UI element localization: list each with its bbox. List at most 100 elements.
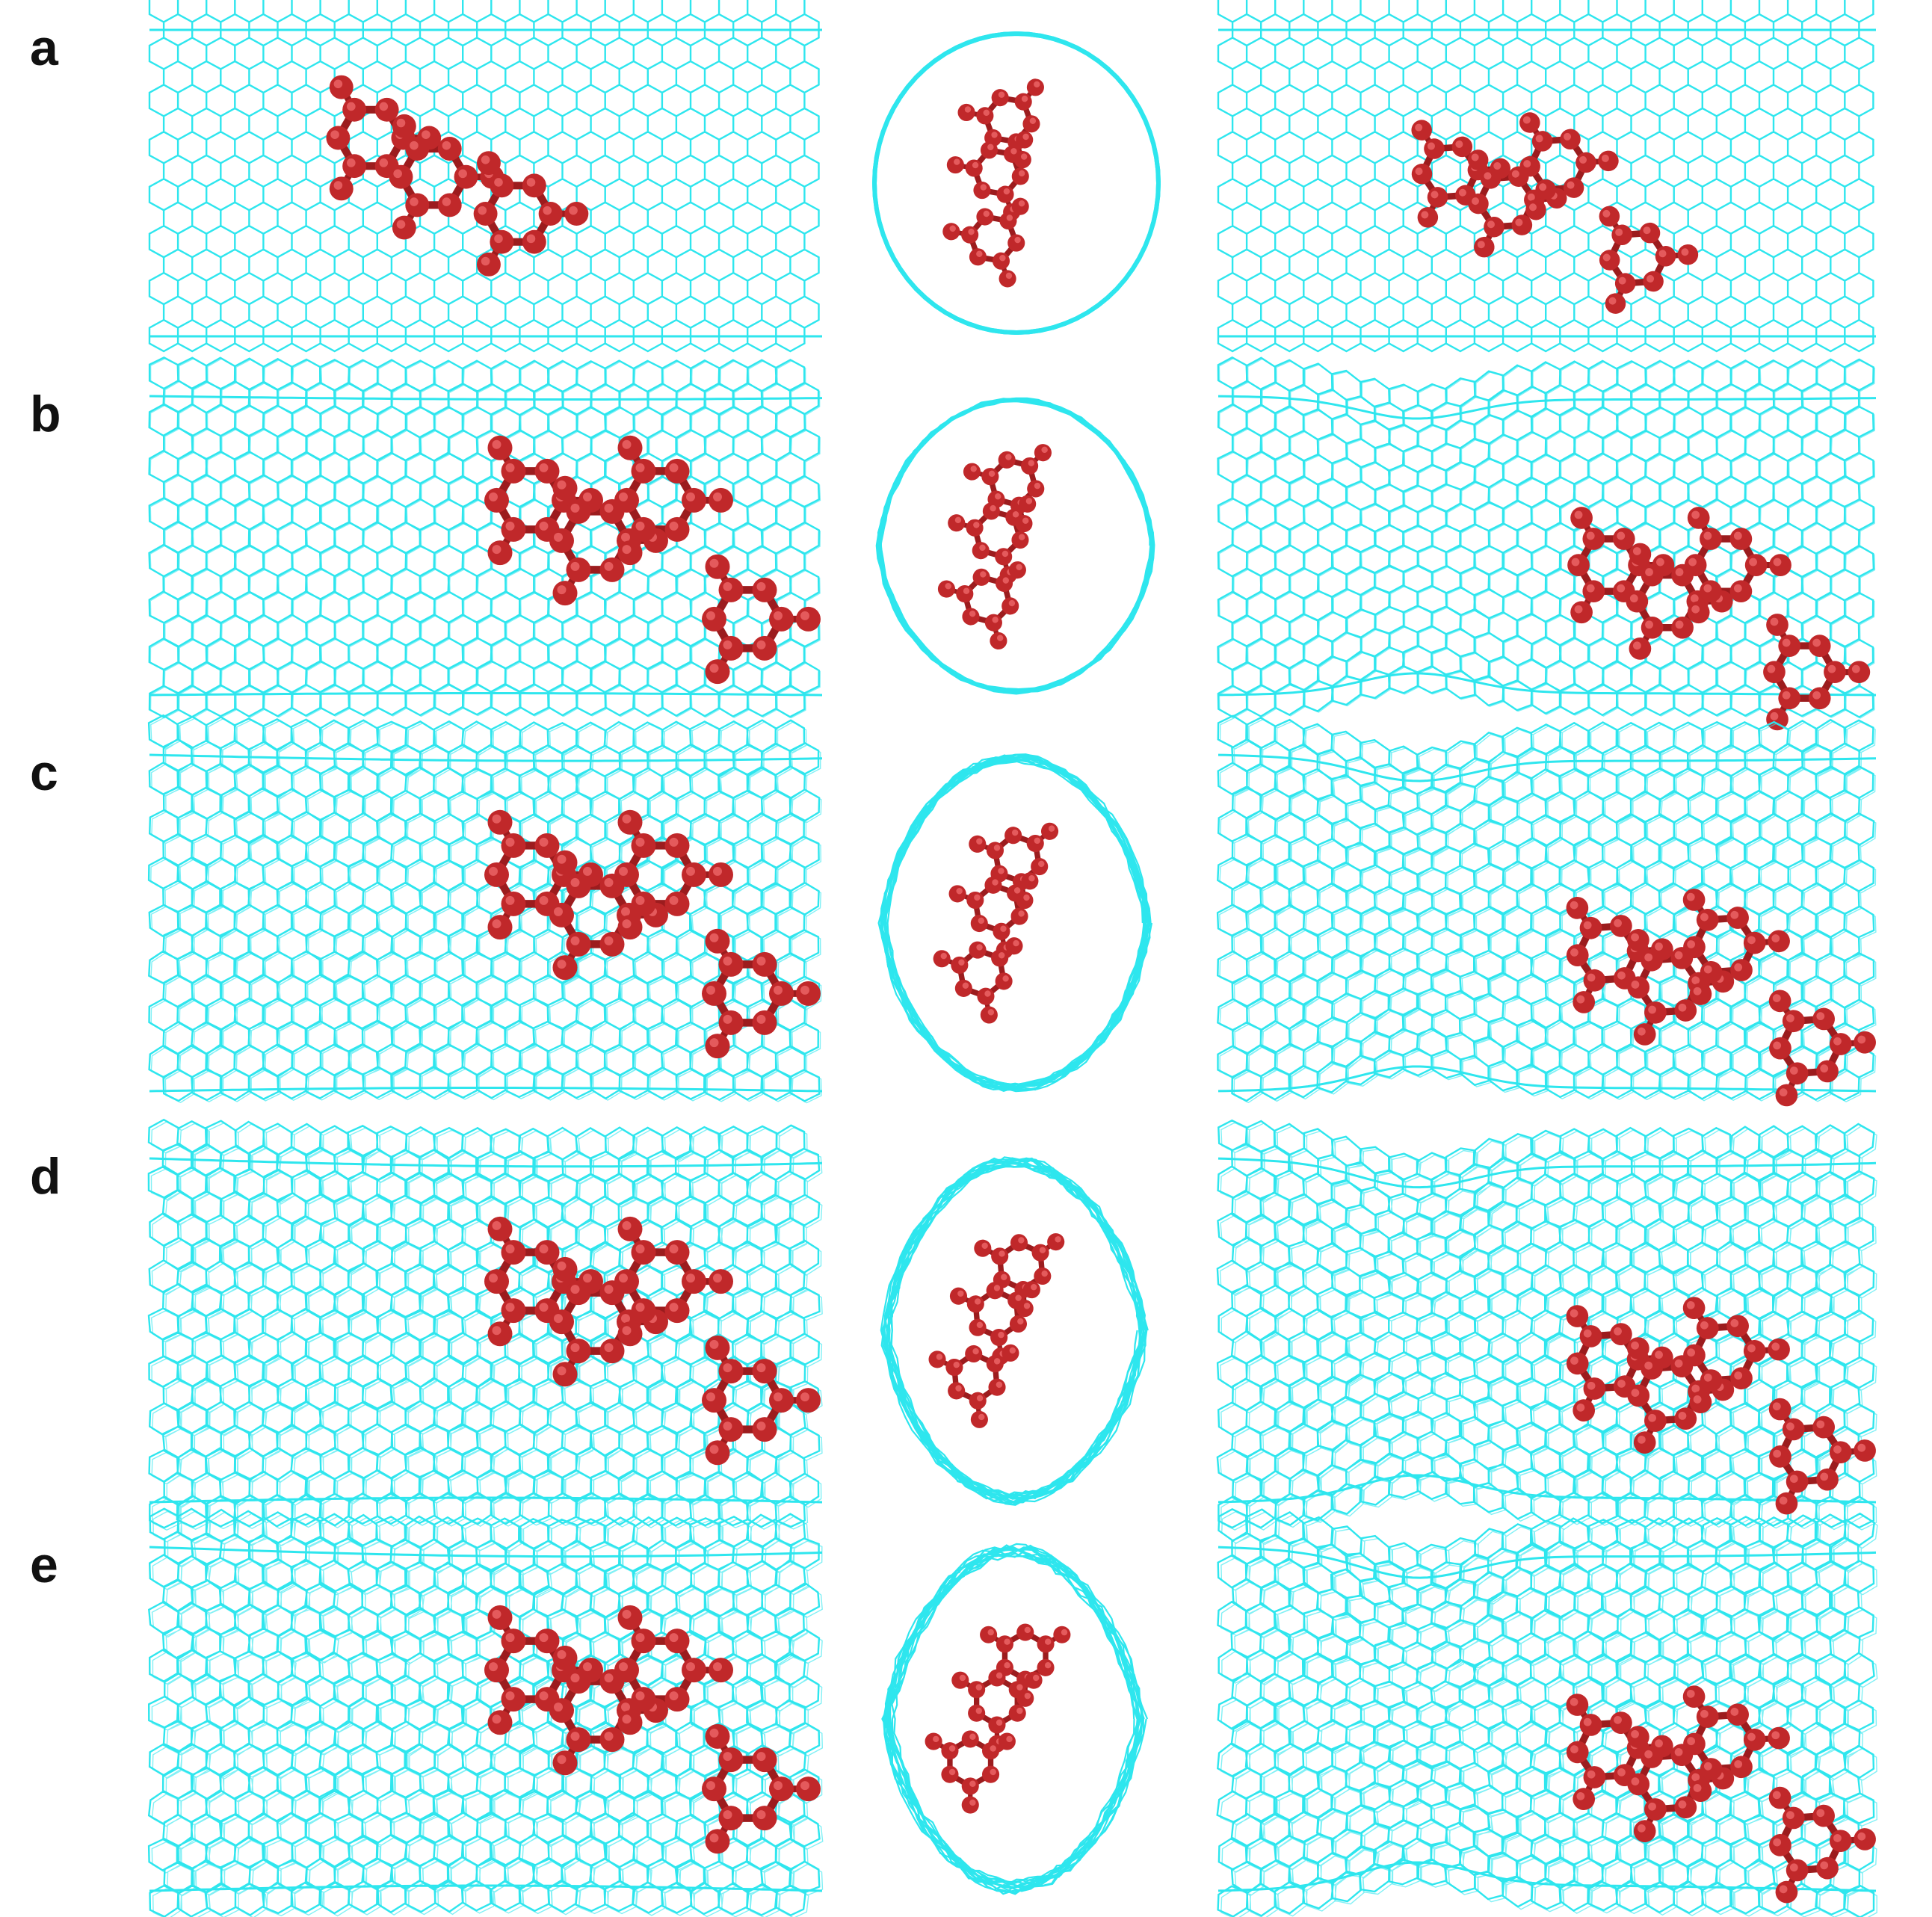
atom-highlight <box>505 1244 515 1254</box>
atom-highlight <box>1833 1445 1842 1454</box>
atom <box>487 1605 513 1630</box>
atom <box>664 458 690 484</box>
atom <box>477 151 501 176</box>
atom <box>769 606 794 632</box>
atom-highlight <box>1747 936 1756 945</box>
tube-top-edge <box>1217 395 1877 420</box>
atom <box>1016 1623 1034 1641</box>
atom-highlight <box>1691 1384 1700 1393</box>
atom-highlight <box>1048 825 1055 832</box>
atom-highlight <box>972 161 979 169</box>
atom <box>941 1765 959 1783</box>
atom-highlight <box>987 1629 994 1636</box>
atom-highlight <box>635 463 645 472</box>
side-tube <box>147 1507 824 1917</box>
atom <box>980 1626 998 1643</box>
atom <box>752 635 777 661</box>
atom <box>1011 197 1029 215</box>
atom <box>1824 661 1846 684</box>
atom-highlight <box>987 1009 994 1016</box>
atom-highlight <box>993 1285 1001 1291</box>
atom-highlight <box>1515 218 1523 226</box>
atom-highlight <box>1782 638 1791 647</box>
panel-label: e <box>30 1537 58 1593</box>
top-view-svg <box>1217 356 1877 731</box>
side-view-svg <box>147 714 823 1104</box>
atom-highlight <box>969 1733 976 1740</box>
atom-highlight <box>1029 117 1037 124</box>
atom-highlight <box>1675 620 1684 629</box>
atom-highlight <box>621 532 630 542</box>
atom-highlight <box>1583 921 1592 930</box>
molecule-cross <box>942 78 1044 288</box>
atom-highlight <box>1018 200 1025 207</box>
atom <box>392 215 416 240</box>
atom-highlight <box>1643 226 1651 235</box>
atom-highlight <box>621 1314 630 1324</box>
atom <box>487 1321 513 1347</box>
atom-highlight <box>774 1392 783 1402</box>
atom <box>490 173 514 198</box>
atom-highlight <box>1016 1707 1023 1714</box>
atom-highlight <box>1018 170 1025 177</box>
atom <box>1775 1492 1798 1515</box>
atom-highlight <box>1648 1005 1656 1014</box>
atom <box>946 156 964 174</box>
atom <box>437 137 462 161</box>
atom <box>705 928 730 954</box>
atom-highlight <box>1004 454 1012 460</box>
atom-highlight <box>669 1633 679 1643</box>
atom <box>702 606 726 632</box>
atom <box>796 1776 821 1802</box>
atom-highlight <box>1044 1662 1052 1669</box>
atom <box>549 1698 574 1723</box>
atom-highlight <box>756 581 766 591</box>
atom-highlight <box>604 877 614 887</box>
atom <box>454 164 478 189</box>
atom <box>1626 590 1649 613</box>
atom-highlight <box>1617 584 1626 593</box>
atom-highlight <box>756 1752 766 1762</box>
atom-highlight <box>489 866 498 876</box>
atom <box>631 516 656 542</box>
atom-highlight <box>1691 510 1700 519</box>
atom <box>599 1727 625 1753</box>
atom-highlight <box>1578 155 1587 164</box>
tube-top-edge <box>149 395 823 401</box>
atom-highlight <box>635 1244 645 1254</box>
atom <box>992 252 1010 270</box>
atom-highlight <box>1484 172 1492 180</box>
atom-highlight <box>709 1445 719 1454</box>
atom-highlight <box>996 1381 1003 1388</box>
atom-highlight <box>1734 963 1743 972</box>
atom <box>991 89 1009 107</box>
atom <box>970 914 988 933</box>
atom-highlight <box>1693 987 1702 995</box>
atom-highlight <box>713 492 722 501</box>
atom-highlight <box>1033 1674 1040 1682</box>
atom-highlight <box>1857 1443 1866 1452</box>
molecule-top <box>1567 507 1871 731</box>
atom-highlight <box>669 837 679 847</box>
atom <box>1026 78 1044 96</box>
atom <box>473 202 498 226</box>
cross-section-ring <box>885 1555 1141 1895</box>
cross-section-view <box>877 751 1156 1095</box>
atom-highlight <box>996 1719 1003 1726</box>
atom-highlight <box>481 256 490 266</box>
atom <box>976 208 994 226</box>
atom-highlight <box>505 1303 515 1312</box>
atom <box>1729 580 1753 603</box>
atom <box>961 1777 979 1795</box>
atom <box>552 581 578 606</box>
atom-highlight <box>1034 81 1040 88</box>
atom <box>705 1335 730 1360</box>
atom-highlight <box>1570 948 1578 957</box>
atom <box>961 1796 979 1814</box>
atom-highlight <box>526 178 536 187</box>
atom-highlight <box>756 1014 766 1024</box>
atom-highlight <box>706 1781 715 1791</box>
atom-highlight <box>1415 167 1423 176</box>
atom-highlight <box>1617 531 1626 540</box>
atom-highlight <box>1586 531 1595 540</box>
